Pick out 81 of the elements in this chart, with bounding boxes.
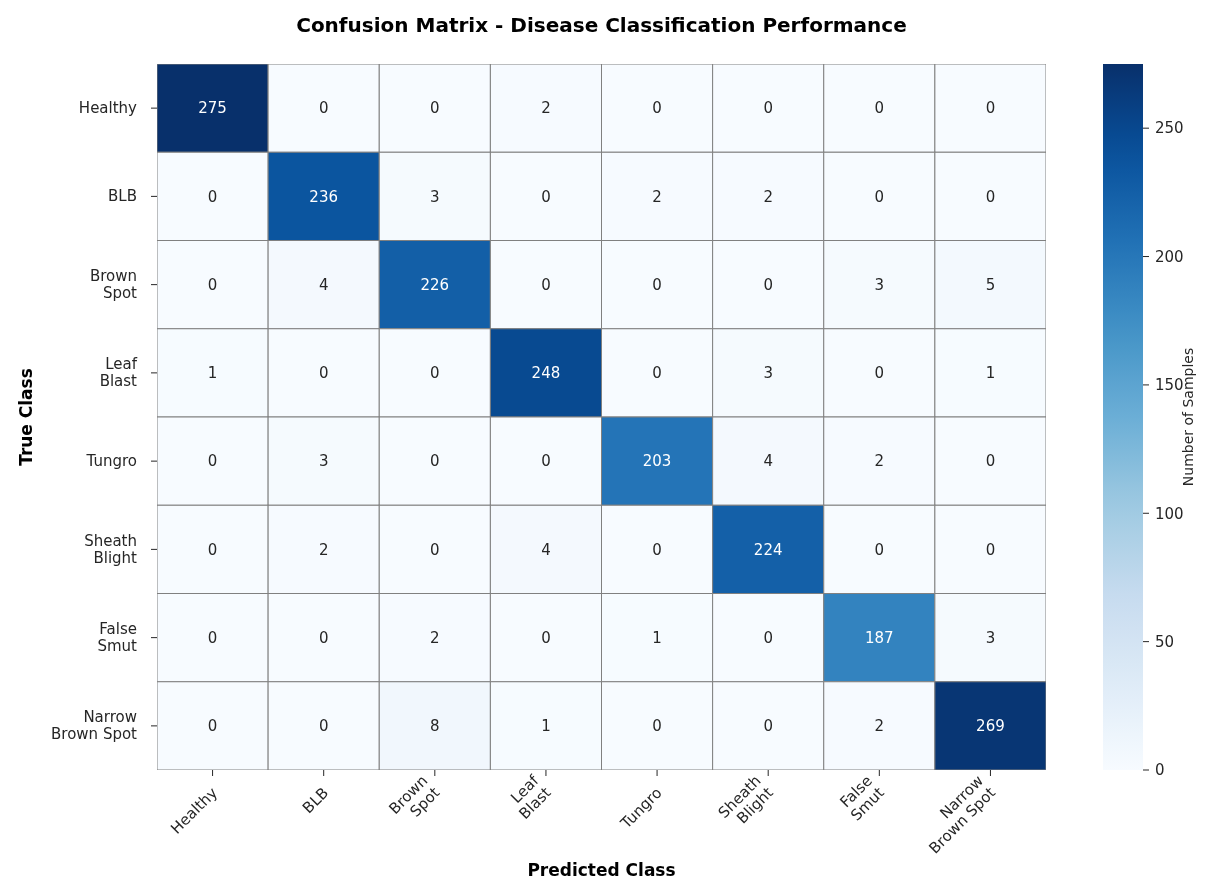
y-tick-label: False Smut xyxy=(97,620,138,656)
data-label: 3 xyxy=(318,452,329,471)
data-label: 0 xyxy=(763,717,773,736)
data-label: 0 xyxy=(207,452,218,471)
data-label: 0 xyxy=(763,628,773,647)
data-label: 3 xyxy=(430,187,440,206)
data-label: 2 xyxy=(652,187,662,206)
x-axis-title: Predicted Class xyxy=(527,860,676,880)
y-axis-title: True Class xyxy=(16,368,36,466)
y-tick-label: BLB xyxy=(108,187,137,206)
data-label: 0 xyxy=(763,275,773,294)
data-label: 0 xyxy=(207,187,218,206)
data-label: 0 xyxy=(985,540,996,559)
data-label: 224 xyxy=(753,540,783,559)
data-label: 4 xyxy=(318,275,329,294)
data-label: 203 xyxy=(642,452,672,471)
data-label: 3 xyxy=(763,364,773,383)
data-label: 1 xyxy=(652,628,662,647)
data-label: 0 xyxy=(874,99,885,118)
data-label: 0 xyxy=(763,99,773,118)
x-tick-label: BLB xyxy=(298,783,333,817)
data-label: 2 xyxy=(874,452,885,471)
y-tick-label: Sheath Blight xyxy=(84,531,138,567)
data-label: 0 xyxy=(430,364,440,383)
color-bar-label: 250 xyxy=(1155,119,1184,138)
data-label: 0 xyxy=(874,364,885,383)
data-label: 0 xyxy=(652,540,662,559)
chart-title: Confusion Matrix - Disease Classification Performance xyxy=(296,13,907,37)
data-label: 0 xyxy=(874,540,885,559)
y-tick-label: Narrow Brown Spot xyxy=(51,708,138,744)
data-label: 0 xyxy=(985,452,996,471)
data-label: 0 xyxy=(207,275,218,294)
data-label: 269 xyxy=(976,717,1005,736)
data-label: 0 xyxy=(652,364,662,383)
data-label: 5 xyxy=(985,275,996,294)
data-label: 0 xyxy=(985,187,996,206)
data-label: 0 xyxy=(430,99,440,118)
y-tick-label: Brown Spot xyxy=(89,267,138,303)
data-label: 236 xyxy=(309,187,339,206)
color-bar-label: 50 xyxy=(1155,632,1175,651)
data-label: 1 xyxy=(985,364,996,383)
data-label: 2 xyxy=(874,717,885,736)
data-label: 4 xyxy=(763,452,773,471)
y-tick-label: Tungro xyxy=(85,452,137,471)
data-label: 0 xyxy=(541,187,551,206)
data-label: 8 xyxy=(430,717,440,736)
color-bar-label: 200 xyxy=(1155,247,1184,266)
data-label: 248 xyxy=(531,364,561,383)
y-tick-label: Healthy xyxy=(78,99,138,118)
data-label: 0 xyxy=(318,628,329,647)
data-label: 4 xyxy=(541,540,551,559)
data-label: 0 xyxy=(541,275,551,294)
data-label: 0 xyxy=(430,540,440,559)
data-label: 2 xyxy=(430,628,440,647)
color-bar-label: 100 xyxy=(1155,504,1184,523)
color-bar-label: 0 xyxy=(1155,761,1165,780)
data-label: 0 xyxy=(985,99,996,118)
data-label: 0 xyxy=(318,99,329,118)
y-tick-label: Leaf Blast xyxy=(99,355,138,391)
data-label: 0 xyxy=(430,452,440,471)
data-label: 187 xyxy=(864,628,894,647)
data-label: 0 xyxy=(207,717,218,736)
data-label: 0 xyxy=(207,628,218,647)
data-label: 0 xyxy=(318,717,329,736)
data-label: 0 xyxy=(652,99,662,118)
data-label: 0 xyxy=(652,275,662,294)
data-label: 0 xyxy=(652,717,662,736)
data-label: 0 xyxy=(318,364,329,383)
data-label: 2 xyxy=(763,187,773,206)
data-label: 1 xyxy=(207,364,218,383)
data-label: 3 xyxy=(985,628,996,647)
data-label: 0 xyxy=(541,628,551,647)
data-label: 0 xyxy=(207,540,218,559)
data-label: 1 xyxy=(541,717,551,736)
data-label: 0 xyxy=(874,187,885,206)
data-label: 226 xyxy=(420,275,450,294)
data-label: 2 xyxy=(541,99,551,118)
data-label: 2 xyxy=(318,540,329,559)
data-label: 0 xyxy=(541,452,551,471)
data-label: 3 xyxy=(874,275,885,294)
data-label: 275 xyxy=(198,99,227,118)
